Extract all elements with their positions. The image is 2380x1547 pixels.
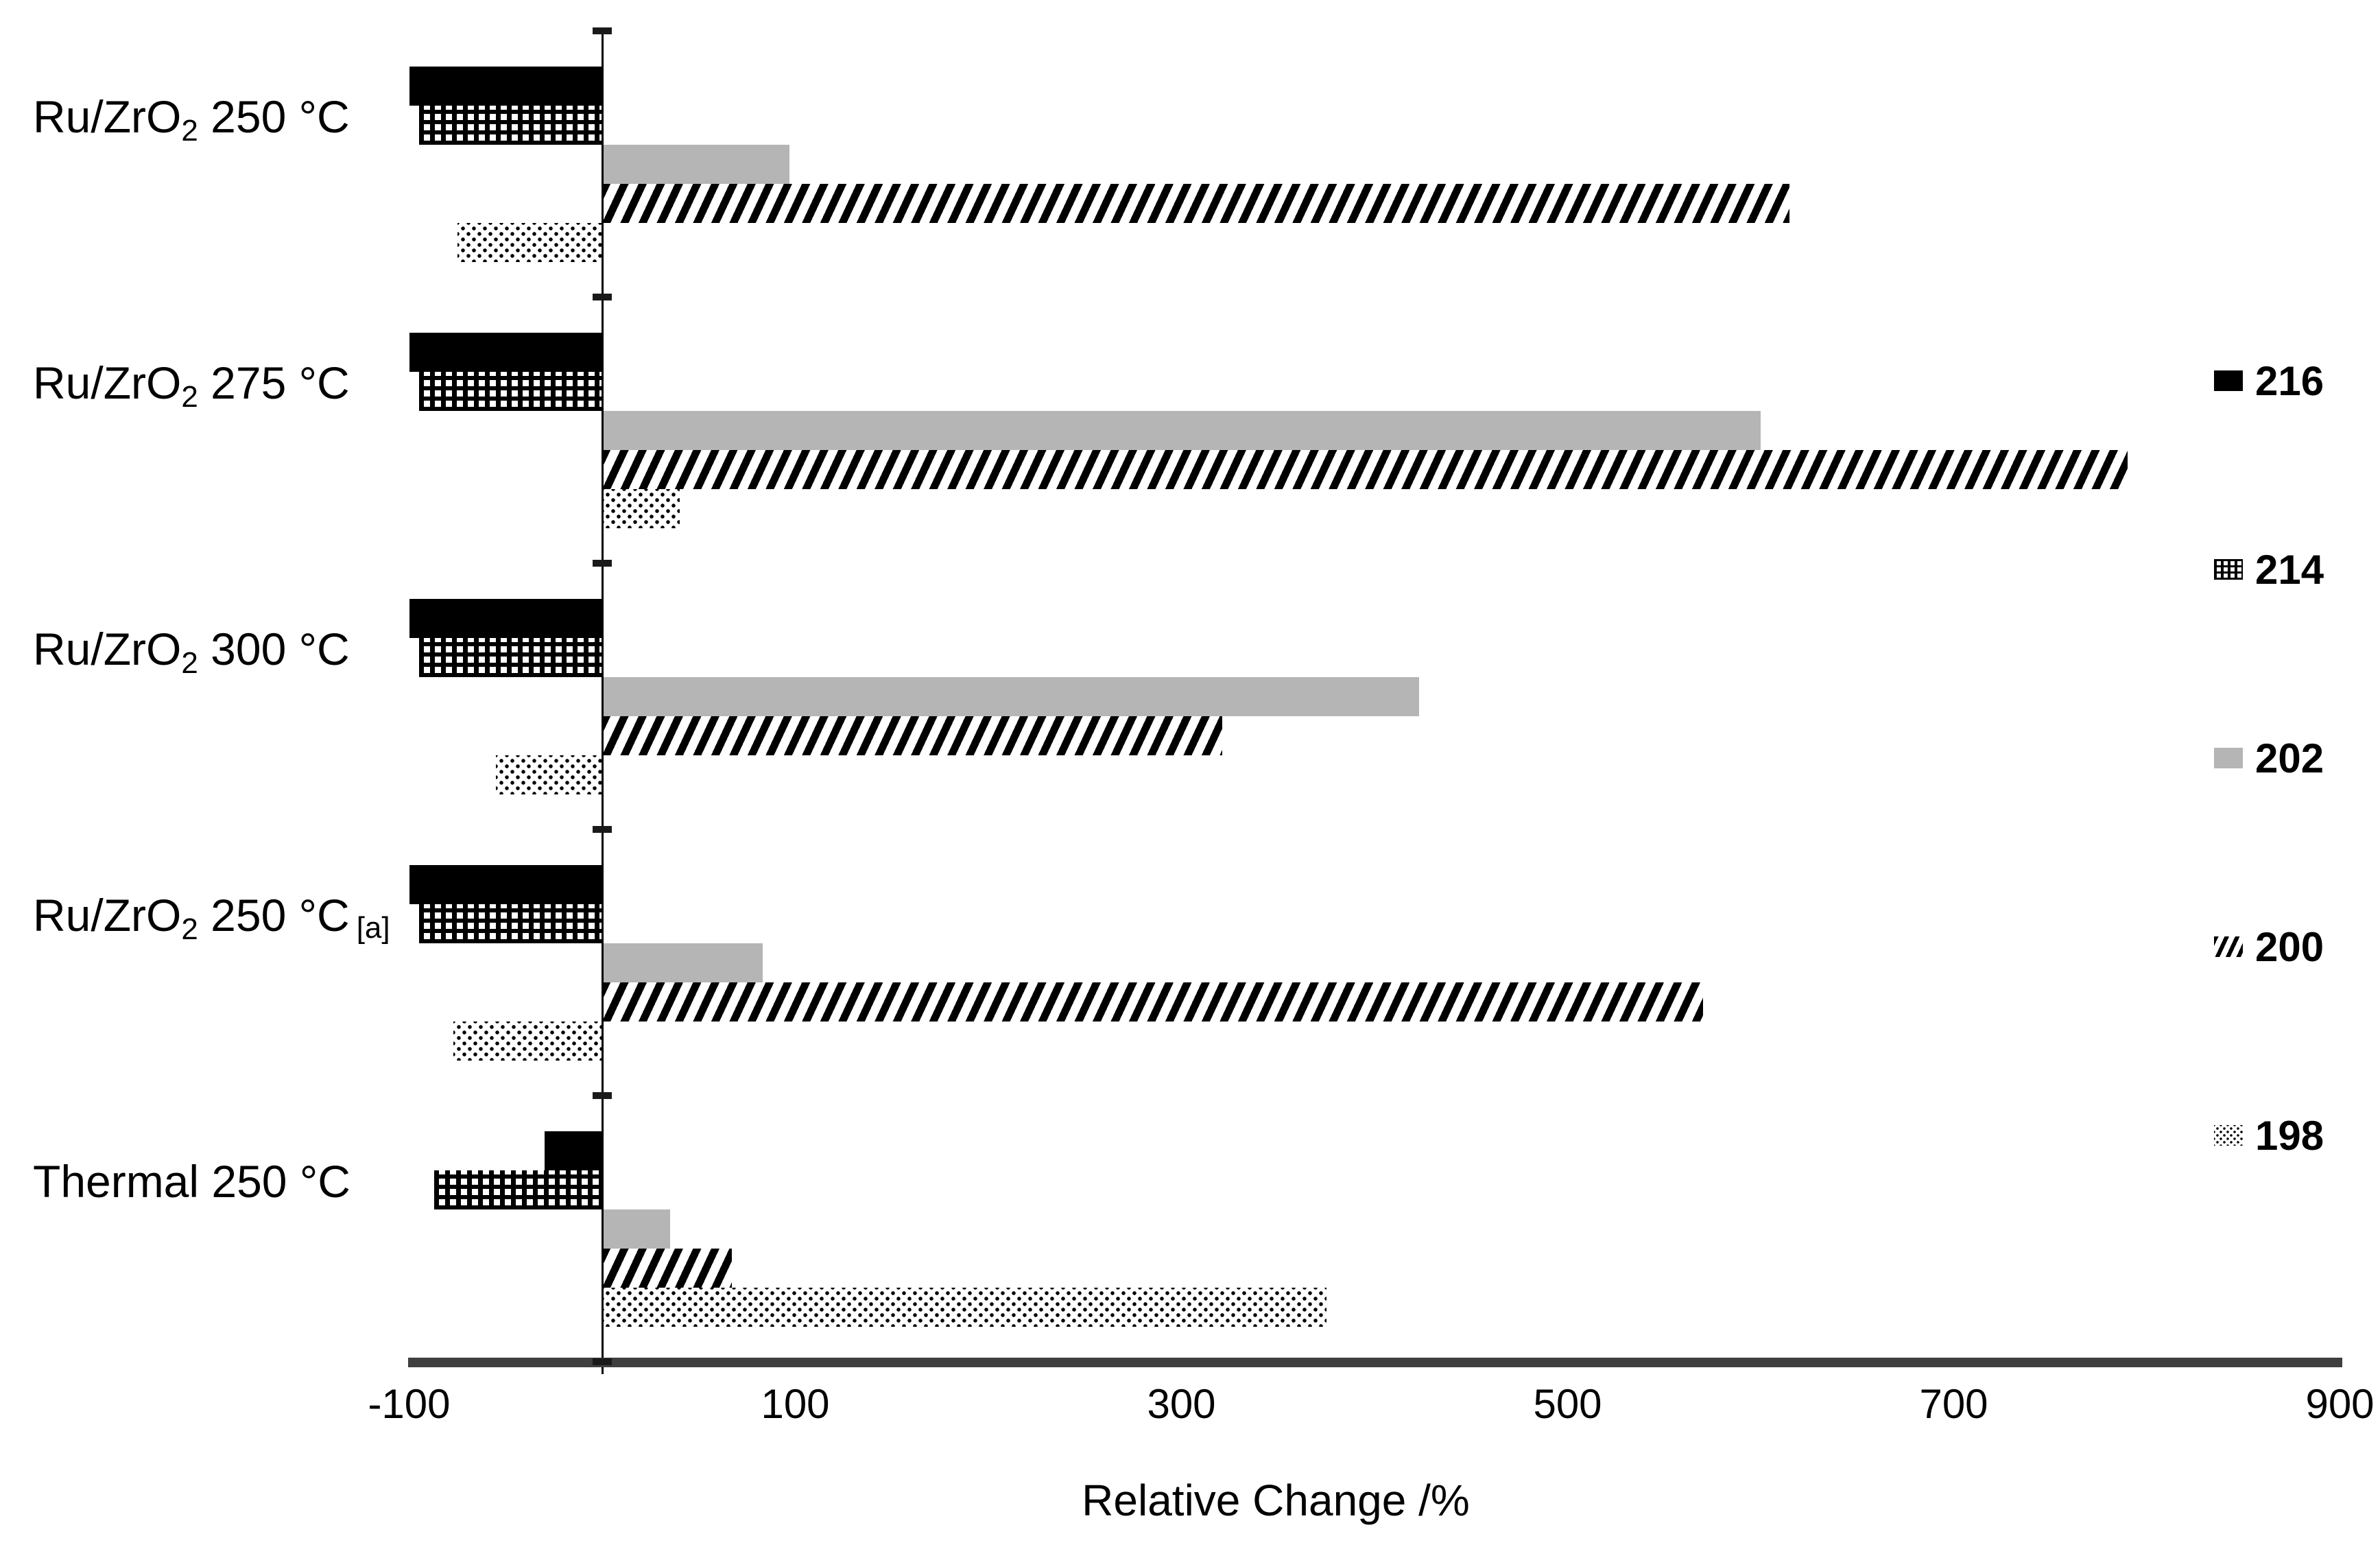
bar-series-216	[544, 1131, 602, 1170]
legend-item-198: 198	[2214, 1112, 2324, 1159]
legend-swatch-solid-black-icon	[2214, 370, 2243, 391]
bar-series-198	[457, 223, 602, 262]
bar-series-214	[418, 372, 602, 411]
x-tick-label: 500	[1533, 1381, 1602, 1427]
legend-item-214: 214	[2214, 546, 2324, 593]
bar-series-202	[602, 677, 1419, 716]
bar-series-200	[602, 716, 1222, 755]
legend-swatch-grid-icon	[2214, 559, 2243, 580]
bar-series-214	[418, 638, 602, 677]
x-axis-title: Relative Change /%	[1082, 1476, 1470, 1525]
bar-series-202	[602, 943, 763, 982]
x-tick-label: 100	[761, 1381, 830, 1427]
category-axis-tick	[593, 27, 612, 34]
category-axis-tick	[593, 1092, 612, 1099]
bar-series-198	[496, 755, 602, 794]
bar-series-214	[418, 106, 602, 145]
bar-series-200	[602, 450, 2128, 489]
legend-item-200: 200	[2214, 924, 2324, 970]
bar-series-214	[418, 904, 602, 943]
category-label: Ru/ZrO2 275 °C	[33, 357, 350, 414]
category-axis-tick	[593, 826, 612, 833]
category-label: Ru/ZrO2 250 °C	[33, 91, 350, 147]
legend-item-202: 202	[2214, 735, 2324, 781]
bar-series-198	[602, 1288, 1326, 1327]
legend-swatch-solid-gray-icon	[2214, 748, 2243, 768]
legend-label: 202	[2255, 735, 2324, 781]
category-note: [a]	[356, 911, 390, 945]
bar-series-200	[602, 1249, 732, 1288]
x-tick-label: 700	[1919, 1381, 1988, 1427]
bar-series-198	[602, 489, 680, 528]
x-tick-label: -100	[368, 1381, 451, 1427]
bar-series-214	[434, 1170, 602, 1209]
bar-series-216	[409, 67, 602, 106]
bar-series-216	[409, 865, 602, 904]
legend-swatch-diagonal-icon	[2214, 936, 2243, 957]
bar-series-202	[602, 1209, 670, 1249]
category-axis-tick	[593, 294, 612, 300]
bar-series-216	[409, 333, 602, 372]
category-label: Ru/ZrO2 250 °C [a]	[33, 890, 390, 946]
category-axis-tick	[593, 1358, 612, 1365]
category-label: Ru/ZrO2 300 °C	[33, 624, 350, 680]
legend-label: 200	[2255, 923, 2324, 970]
legend-swatch-dots-icon	[2214, 1125, 2243, 1146]
bar-series-202	[602, 411, 1761, 450]
bar-series-198	[453, 1022, 602, 1061]
bar-series-216	[409, 599, 602, 638]
legend-label: 216	[2255, 357, 2324, 404]
bar-series-202	[602, 145, 790, 184]
x-tick-label: 900	[2305, 1381, 2375, 1427]
bar-series-200	[602, 184, 1790, 223]
category-axis-tick	[593, 560, 612, 567]
x-tick-label: 300	[1147, 1381, 1216, 1427]
legend-label: 214	[2255, 546, 2324, 593]
legend-label: 198	[2255, 1112, 2324, 1159]
bar-series-200	[602, 982, 1703, 1022]
category-axis-line	[602, 31, 604, 1374]
category-label: Thermal 250 °C	[33, 1156, 350, 1207]
value-axis-line	[408, 1358, 2342, 1367]
legend-item-216: 216	[2214, 358, 2324, 404]
